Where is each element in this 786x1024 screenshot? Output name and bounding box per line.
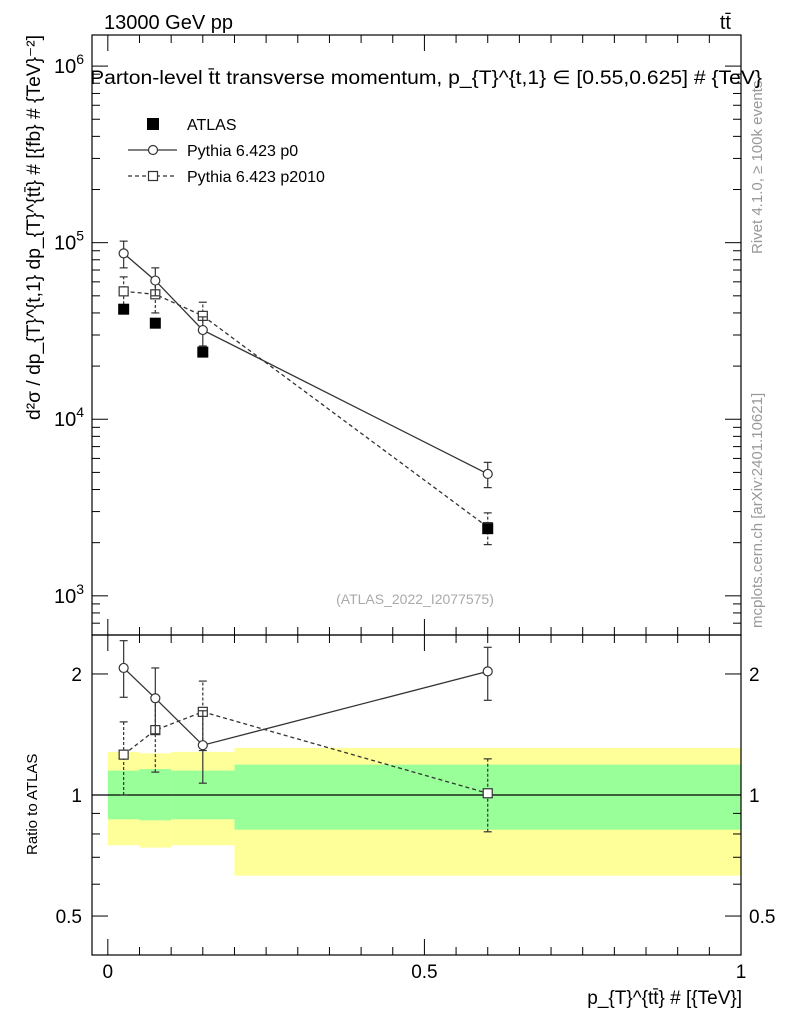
data-point-square xyxy=(482,788,493,799)
x-tick-label: 1 xyxy=(736,962,747,983)
ratio-y-tick-label-right: 0.5 xyxy=(749,907,775,928)
data-point-circle xyxy=(118,662,129,674)
x-axis-label: p_{T}^{tt̄} # [{TeV}] xyxy=(587,988,742,1009)
ratio-panel: 0 0.5 1 0.5 0.5 1 1 2 2 xyxy=(56,634,775,983)
ratio-y-tick-label: 1 xyxy=(71,786,82,807)
data-point-circle xyxy=(197,324,208,336)
main-y-tick-label: 103 xyxy=(54,581,84,608)
main-y-tick-label: 106 xyxy=(54,51,84,78)
ratio-y-tick-label: 2 xyxy=(71,665,82,686)
legend-marker-atlas xyxy=(147,118,159,130)
data-point-atlas xyxy=(197,346,209,358)
data-point-circle xyxy=(197,740,208,751)
x-tick-label: 0.5 xyxy=(411,962,437,983)
ratio-y-tick-label: 0.5 xyxy=(56,907,82,928)
x-tick-label: 0 xyxy=(103,962,114,983)
process-label: tt̄ xyxy=(720,12,732,34)
data-point-circle xyxy=(150,693,161,704)
data-point-square xyxy=(118,749,129,760)
legend-label: Pythia 6.423 p0 xyxy=(187,143,298,160)
main-panel: 103 104 105 106 ATLAS Pythia 6.423 p0 Pythia 6… xyxy=(54,34,742,636)
main-y-tick-label: 105 xyxy=(54,228,84,255)
data-point-square xyxy=(118,286,129,297)
analysis-watermark: (ATLAS_2022_I2077575) xyxy=(336,591,494,607)
data-point-atlas xyxy=(118,303,130,315)
ratio-y-tick-label-right: 2 xyxy=(749,665,760,686)
legend-marker-p0 xyxy=(147,144,159,156)
data-point-atlas xyxy=(149,317,161,329)
rivet-label: Rivet 4.1.0, ≥ 100k events xyxy=(749,81,766,254)
series-line-pythia-6-423-p2010 xyxy=(123,290,489,528)
data-point-circle xyxy=(118,248,129,259)
data-point-circle xyxy=(482,468,493,480)
energy-label: 13000 GeV pp xyxy=(104,12,233,34)
series-line-pythia-6-423-p0 xyxy=(123,667,488,746)
data-point-circle xyxy=(482,666,493,677)
chart-title: Parton-level t̄t transverse momentum, p_… xyxy=(90,68,762,89)
data-point-circle xyxy=(150,275,161,286)
main-y-tick-label: 104 xyxy=(54,404,84,431)
data-point-atlas xyxy=(482,523,494,535)
legend-label: Pythia 6.423 p2010 xyxy=(187,169,325,186)
legend-marker-p2010 xyxy=(147,170,159,182)
series-line-pythia-6-423-p0 xyxy=(123,252,489,475)
legend-label: ATLAS xyxy=(187,117,237,134)
mcplots-label: mcplots.cern.ch [arXiv:2401.10621] xyxy=(749,393,766,628)
ratio-y-axis-label: Ratio to ATLAS xyxy=(24,754,41,855)
ratio-y-tick-label-right: 1 xyxy=(749,786,760,807)
main-y-axis-label: d²σ / dp_{T}^{t,1} dp_{T}^{tt̄} # [{fb} … xyxy=(24,35,45,420)
